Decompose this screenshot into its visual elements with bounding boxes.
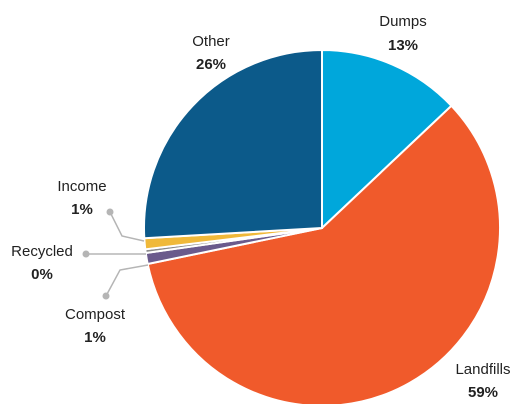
leader-lines: [82, 208, 149, 300]
pie-slices: [142, 48, 501, 404]
leader-dot-compost: [102, 292, 110, 300]
label-recycled-value: 0%: [31, 266, 53, 283]
label-landfills-value: 59%: [468, 384, 498, 401]
label-income-value: 1%: [71, 201, 93, 218]
leader-line-income: [109, 211, 145, 242]
label-other-name: Other: [192, 33, 230, 50]
label-compost-name: Compost: [65, 306, 126, 323]
label-landfills-name: Landfills: [455, 361, 510, 378]
label-recycled: Recycled 0%: [11, 243, 73, 283]
label-recycled-name: Recycled: [11, 243, 73, 260]
leader-dot-recycled: [82, 250, 90, 258]
label-dumps-name: Dumps: [379, 13, 427, 30]
label-income: Income 1%: [57, 178, 106, 218]
pie-slice-landfills: [146, 104, 501, 404]
pie-slice-other: [142, 48, 323, 240]
label-landfills: Landfills 59%: [455, 361, 510, 401]
label-dumps: Dumps 13%: [379, 13, 427, 54]
label-other-value: 26%: [196, 56, 226, 73]
label-income-name: Income: [57, 178, 106, 195]
leader-dot-income: [106, 208, 114, 216]
leader-line-compost: [105, 264, 149, 297]
label-dumps-value: 13%: [388, 37, 418, 54]
label-compost-value: 1%: [84, 329, 106, 346]
label-other: Other 26%: [192, 33, 230, 73]
pie-slice-dumps: [321, 48, 453, 231]
label-compost: Compost 1%: [65, 306, 126, 346]
